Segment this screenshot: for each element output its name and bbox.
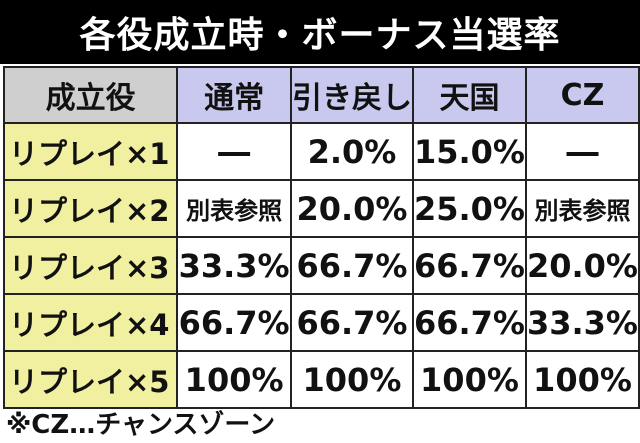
table-cell: 33.3%	[524, 293, 640, 352]
table-row: リプレイ×5 100% 100% 100% 100%	[2, 350, 640, 409]
header-cell-tengoku: 天国	[411, 66, 527, 124]
table-cell: 別表参照	[176, 179, 292, 238]
table-row: リプレイ×1 ― 2.0% 15.0% ―	[2, 122, 640, 181]
header-cell-cz: CZ	[524, 66, 640, 124]
table-cell: 25.0%	[411, 179, 527, 238]
row-label: リプレイ×1	[2, 122, 179, 181]
header-cell-hikimodoshi: 引き戻し	[289, 66, 414, 124]
table-row: リプレイ×3 33.3% 66.7% 66.7% 20.0%	[2, 236, 640, 295]
table-cell: 66.7%	[289, 293, 414, 352]
table-cell: 66.7%	[289, 236, 414, 295]
table-row: リプレイ×4 66.7% 66.7% 66.7% 33.3%	[2, 293, 640, 352]
table-cell: 20.0%	[524, 236, 640, 295]
table-cell: 100%	[289, 350, 414, 409]
table-cell: 66.7%	[411, 236, 527, 295]
table-cell: 15.0%	[411, 122, 527, 181]
table-cell: ―	[524, 122, 640, 181]
table-row: リプレイ×2 別表参照 20.0% 25.0% 別表参照	[2, 179, 640, 238]
table-cell: 2.0%	[289, 122, 414, 181]
table-cell: 33.3%	[176, 236, 292, 295]
row-label: リプレイ×5	[2, 350, 179, 409]
table-cell: 66.7%	[176, 293, 292, 352]
table-cell: 66.7%	[411, 293, 527, 352]
table-cell: 100%	[411, 350, 527, 409]
row-label: リプレイ×3	[2, 236, 179, 295]
table-cell: 別表参照	[524, 179, 640, 238]
row-label: リプレイ×4	[2, 293, 179, 352]
bonus-rate-table: 成立役 通常 引き戻し 天国 CZ リプレイ×1 ― 2.0% 15.0% ― …	[2, 66, 640, 409]
footnote: ※CZ…チャンスゾーン	[6, 409, 276, 440]
table-header-row: 成立役 通常 引き戻し 天国 CZ	[2, 66, 640, 124]
header-cell-role: 成立役	[2, 66, 179, 124]
page-title: 各役成立時・ボーナス当選率	[0, 0, 640, 64]
table-cell: 100%	[524, 350, 640, 409]
header-cell-normal: 通常	[176, 66, 292, 124]
table-cell: 100%	[176, 350, 292, 409]
table-cell: ―	[176, 122, 292, 181]
row-label: リプレイ×2	[2, 179, 179, 238]
table-cell: 20.0%	[289, 179, 414, 238]
